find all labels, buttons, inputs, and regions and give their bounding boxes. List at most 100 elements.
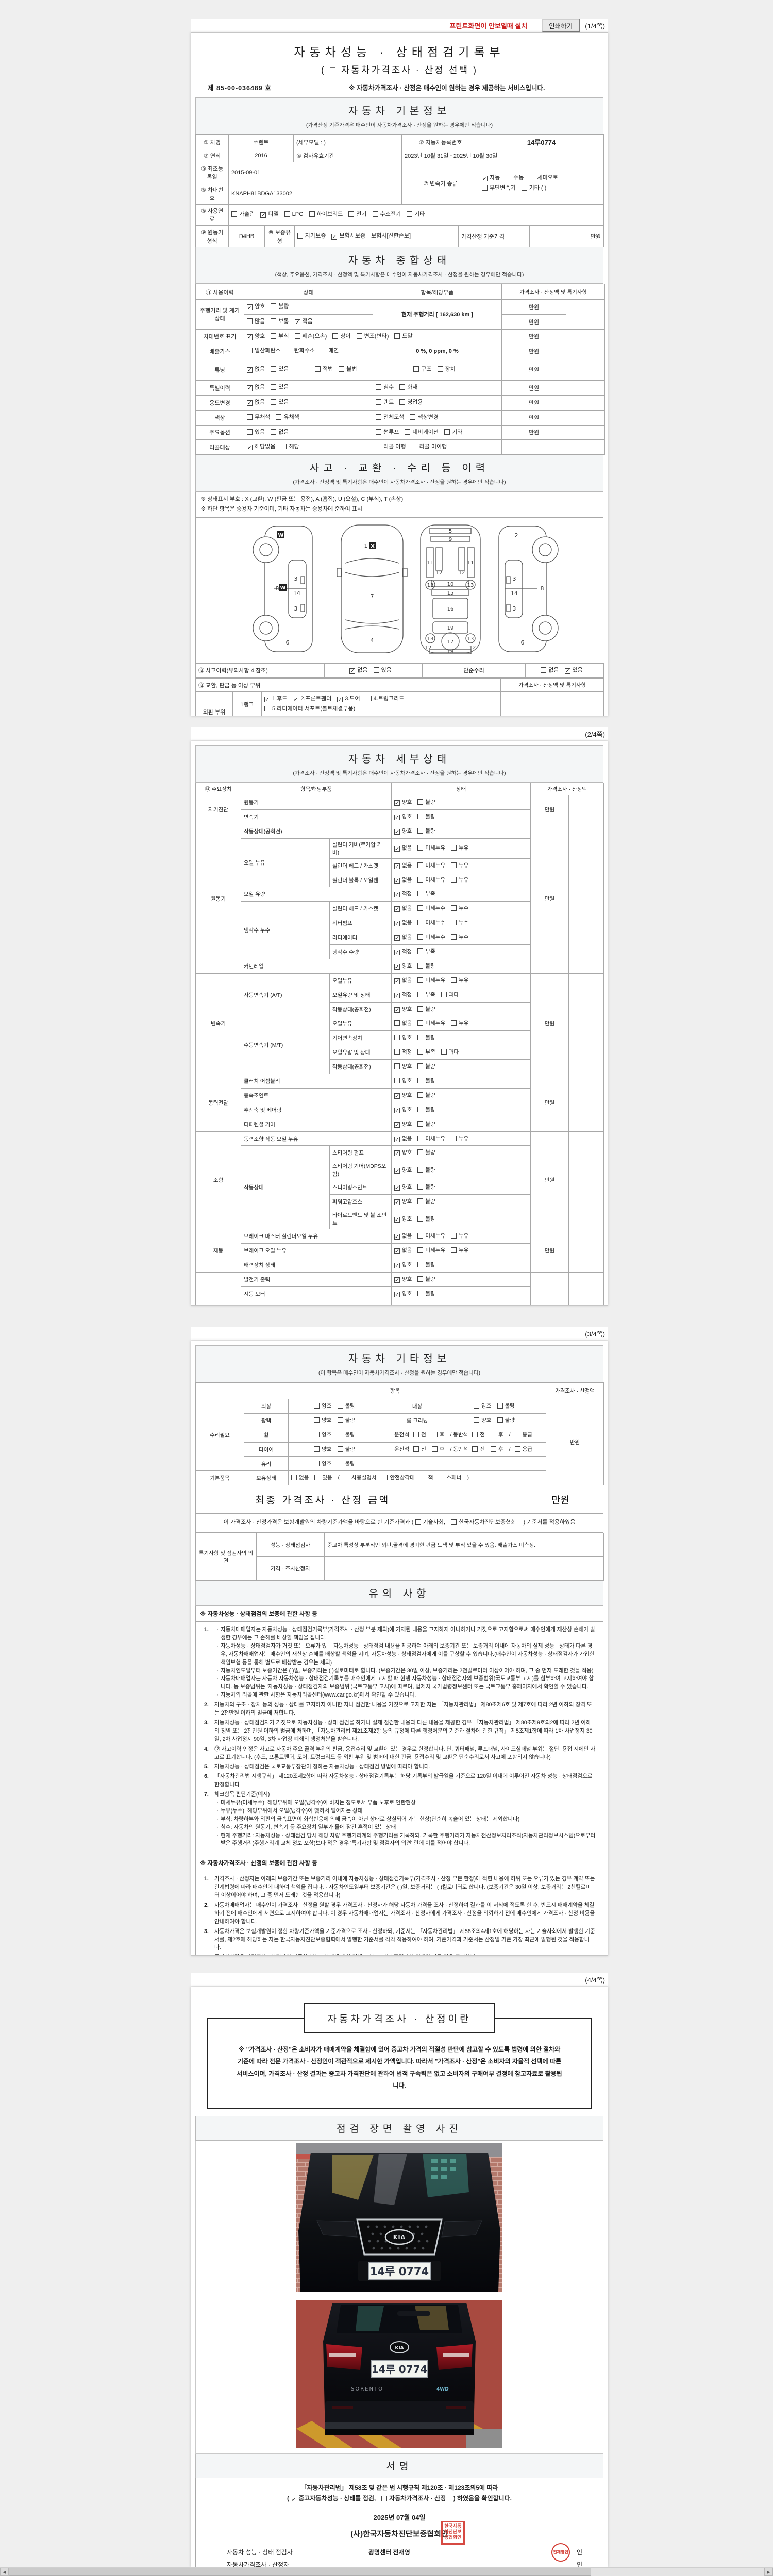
install-notice-link[interactable]: 프린트화면이 안보일때 설치 bbox=[449, 22, 528, 30]
checkbox bbox=[417, 934, 424, 940]
checkbox-option: 상이 bbox=[332, 332, 351, 342]
org-seal-stamp: 한국자동차진단보증협회인 bbox=[441, 2521, 465, 2545]
price-unit: 만원 bbox=[501, 329, 566, 345]
color-state: 무채색 유채색 bbox=[244, 410, 373, 426]
svg-text:7: 7 bbox=[371, 593, 374, 600]
emission-value: 0 %, 0 ppm, 0 % bbox=[373, 344, 502, 360]
price-basis-row: 이 가격조사 · 산정가격은 보험개발원의 차량기준가액을 바탕으로 한 기준가… bbox=[195, 1514, 603, 1533]
checkbox bbox=[417, 977, 424, 983]
checkbox bbox=[271, 366, 277, 372]
signer-value: 광명센터 전재영 bbox=[368, 2549, 410, 2556]
rank1-items: ✓ 1.후드 ✓ 2.프론트휀더 ✓ 3.도어 4.트렁크리드 5.라디에이터 서포트(볼트체… bbox=[261, 691, 501, 716]
svg-text:9: 9 bbox=[449, 537, 452, 543]
note-number: 4. bbox=[204, 1745, 209, 1752]
inspector-label: 성능 · 상태점검자 bbox=[256, 1533, 325, 1557]
svg-text:W: W bbox=[278, 533, 283, 538]
checkbox-option: 적정 bbox=[394, 1047, 412, 1057]
checkbox: ✓ bbox=[394, 906, 400, 913]
checkbox-option: ✓양호 bbox=[394, 1166, 412, 1174]
checkbox: ✓ bbox=[394, 1093, 400, 1099]
checkbox bbox=[417, 813, 424, 819]
state-checks: ✓ 없음 미세누수 누수 bbox=[391, 901, 531, 917]
etc-col-price: 가격조사 · 산정액 bbox=[546, 1382, 604, 1399]
state-checks: ✓양호 불량 bbox=[391, 1180, 531, 1195]
checkbox-option: ✓양호 bbox=[394, 1215, 412, 1223]
note-number: 5. bbox=[204, 1764, 209, 1770]
checkbox-option: 무채색 bbox=[247, 413, 270, 423]
svg-text:3: 3 bbox=[513, 605, 516, 612]
item-label: 배력장치 상태 bbox=[240, 1257, 392, 1273]
etc-col-item: 항목 bbox=[243, 1382, 547, 1399]
device-label: 전기 bbox=[195, 1272, 241, 1305]
year-value: 2016 bbox=[228, 149, 294, 162]
section-title: 사고 · 교환 · 수리 등 이력 bbox=[309, 463, 490, 474]
svg-text:6: 6 bbox=[286, 639, 290, 646]
checkbox-option: ✓ 있음 bbox=[564, 667, 583, 674]
svg-text:3: 3 bbox=[294, 605, 298, 612]
checkbox-option: 과다 bbox=[441, 1047, 459, 1057]
checkbox-option: ✓ 해당없음 bbox=[247, 444, 276, 451]
vin-label: ⑥ 차대번호 bbox=[195, 183, 229, 205]
inline-text: 운전석 bbox=[394, 1431, 410, 1438]
checkbox: ✓ bbox=[394, 1234, 400, 1241]
item-label: 브레이크 오일 누유 bbox=[240, 1243, 392, 1258]
checkbox-option: 전기 bbox=[348, 210, 367, 220]
scroll-right-button[interactable]: ▶ bbox=[764, 2568, 773, 2576]
item-label: 자동변속기 (A/T) bbox=[241, 973, 330, 1017]
checkbox-option: 하이브리드 bbox=[309, 210, 343, 220]
checkbox-option: ✓ 보험사보증 bbox=[331, 233, 366, 241]
checkbox bbox=[399, 384, 406, 391]
outer-panel-label: 외판 부위 bbox=[195, 691, 233, 716]
checkbox-option: 가솔린 bbox=[231, 210, 255, 220]
checkbox-option: ✓ 적음 bbox=[294, 318, 313, 326]
device-label: 자기진단 bbox=[195, 795, 241, 824]
svg-text:SORENTO: SORENTO bbox=[351, 2386, 383, 2392]
section-subtitle: (이 항목은 매수인이 자동차가격조사 · 산정을 원하는 경우에만 적습니다) bbox=[318, 1370, 480, 1376]
confirm-pre: ( bbox=[287, 2494, 290, 2502]
checkbox-option: 수소전기 bbox=[372, 210, 401, 220]
subitem-label: 라디에이터 bbox=[329, 930, 392, 945]
note-item: 3. 자동차가격은 보험개발원이 정한 차량기준가액을 기준가격으로 조사 · 산… bbox=[204, 1928, 596, 1953]
checkbox-option: 도말 bbox=[394, 332, 413, 342]
checkbox: ✓ bbox=[482, 175, 488, 182]
note-text: 자동차가격은 보험개발원이 정한 차량기준가액을 기준가격으로 조사 · 산정하… bbox=[214, 1928, 595, 1951]
checkbox bbox=[271, 399, 277, 405]
scrollbar-thumb[interactable] bbox=[9, 2568, 591, 2576]
state-checks: ✓ 없음 미세누수 누수 bbox=[391, 916, 531, 931]
checkbox bbox=[399, 399, 406, 405]
inline-text: / bbox=[509, 1446, 511, 1452]
price-definition-box: 자동차가격조사 · 산정이란 ※ "가격조사 · 산정"은 소비자가 매매계약을… bbox=[207, 2003, 592, 2109]
checkbox-option: 부족 bbox=[417, 889, 435, 899]
checkbox-option: 부족 bbox=[417, 947, 435, 957]
note-item: 2. 자동차매매업자는 매수인이 가격조사 · 산정을 원할 경우 가격조사 · … bbox=[204, 1902, 596, 1926]
confirm-post: ) 하였음을 확인합니다. bbox=[453, 2494, 512, 2502]
checkbox-option: 미세누유 bbox=[417, 976, 445, 986]
checkbox: ✓ bbox=[394, 1291, 400, 1298]
note-number: 2. bbox=[204, 1702, 209, 1708]
checkbox bbox=[247, 414, 253, 420]
checkbox-option: 무단변속기 bbox=[482, 183, 516, 194]
checkbox-option: ✓ 3.도어 bbox=[337, 696, 360, 703]
opinion-table: 특기사항 및 점검자의 의견 성능 · 상태점검자 중고차 특성상 부분적인 외… bbox=[195, 1533, 604, 1581]
scroll-left-button[interactable]: ◀ bbox=[0, 2568, 9, 2576]
item-label: 발전기 출력 bbox=[240, 1272, 392, 1287]
page-marker-1: (1/4쪽) bbox=[585, 22, 605, 30]
signer-seal-char: 인 bbox=[576, 2549, 582, 2556]
page-marker-4: (4/4쪽) bbox=[585, 1976, 605, 1984]
inline-text: 운전석 bbox=[394, 1446, 410, 1452]
state-checks: ✓ 적정 부족 과다 bbox=[391, 987, 531, 1003]
checkbox: ✓ bbox=[247, 445, 253, 451]
wheel-detail: 운전석 전 후 / 동반석 전 후 / 응급 bbox=[385, 1427, 547, 1443]
checkbox bbox=[472, 1431, 478, 1437]
svg-text:W: W bbox=[280, 585, 285, 591]
checkbox: ✓ bbox=[564, 668, 570, 674]
state-checks: ✓양호 불량 bbox=[391, 1257, 531, 1273]
svg-text:13: 13 bbox=[427, 583, 434, 588]
checkbox-option: ✓양호 bbox=[247, 303, 265, 311]
inspector-seal-stamp: 전재영인 bbox=[551, 2543, 570, 2562]
state-checks: ✓ 적정 부족 bbox=[391, 887, 531, 902]
car-damage-diagram: W 3 8 W 14 3 6 1 X 7 bbox=[195, 517, 603, 663]
checkbox bbox=[441, 991, 447, 997]
checkbox-option: 기타 bbox=[444, 428, 462, 438]
print-button[interactable]: 인쇄하기 bbox=[542, 19, 580, 32]
